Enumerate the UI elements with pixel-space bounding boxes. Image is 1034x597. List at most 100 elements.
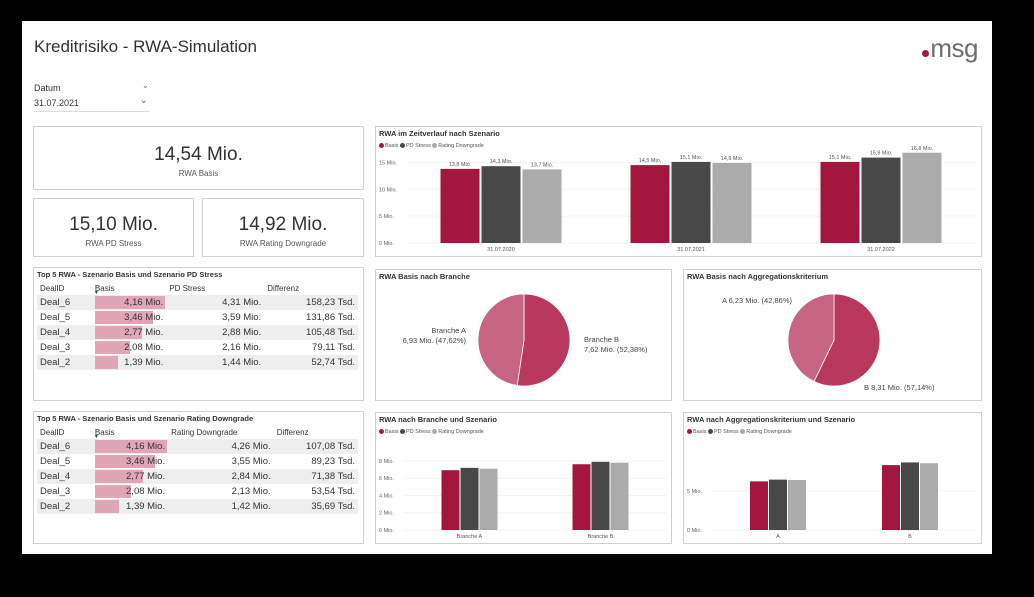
column-header-label: Basis: [94, 427, 115, 437]
cell-differenz: 53,54 Tsd.: [311, 486, 355, 497]
y-tick-label: 5 Mio.: [379, 214, 394, 220]
pie-slice-branche-a: [477, 293, 525, 386]
kpi-card-basis[interactable]: 14,54 Mio. RWA Basis: [33, 126, 364, 190]
table-row[interactable]: Deal_6 4,16 Mio. 4,31 Mio. 158,23 Tsd.: [37, 295, 358, 310]
chart-rwa-branche-szenario[interactable]: RWA nach Branche und Szenario Basis PD S…: [375, 412, 672, 544]
date-slicer-label: Datum: [34, 83, 61, 93]
chart-rwa-zeitverlauf[interactable]: RWA im Zeitverlauf nach Szenario Basis P…: [375, 126, 982, 257]
data-label: 13,8 Mio.: [449, 162, 472, 168]
table-row[interactable]: Deal_4 2,77 Mio. 2,84 Mio. 71,38 Tsd.: [37, 469, 358, 484]
cell-differenz: 89,23 Tsd.: [311, 456, 355, 467]
cell-scenario: 2,16 Mio.: [222, 342, 262, 353]
cell-basis: 3,46 Mio.: [92, 310, 166, 325]
legend-label[interactable]: Rating Downgrade: [438, 429, 484, 435]
data-bar: [94, 341, 130, 354]
cell-basis-value: 2,08 Mio.: [124, 342, 164, 353]
bar-pd-stress: [861, 157, 901, 243]
table-row[interactable]: Deal_5 3,46 Mio. 3,55 Mio. 89,23 Tsd.: [37, 454, 358, 469]
cell-basis: 2,08 Mio.: [92, 484, 168, 499]
cell-dealid: Deal_4: [37, 325, 92, 340]
slice-value-label: B 8,31 Mio. (57,14%): [864, 383, 935, 392]
legend-swatch: [707, 429, 713, 435]
table-row[interactable]: Deal_2 1,39 Mio. 1,44 Mio. 52,74 Tsd.: [37, 355, 358, 370]
column-header-rating-downgrade[interactable]: Rating Downgrade: [171, 427, 238, 437]
legend-swatch: [399, 143, 405, 149]
table-row[interactable]: Deal_2 1,39 Mio. 1,42 Mio. 35,69 Tsd.: [37, 499, 358, 514]
table-row[interactable]: Deal_3 2,08 Mio. 2,16 Mio. 79,11 Tsd.: [37, 340, 358, 355]
legend-swatch: [687, 429, 692, 435]
slicer-collapse-icon[interactable]: ⌄: [142, 81, 149, 90]
bar-pd-stress: [769, 479, 787, 530]
slice-name-label: Branche B: [584, 335, 619, 344]
table-row[interactable]: Deal_6 4,16 Mio. 4,26 Mio. 107,08 Tsd.: [37, 439, 358, 454]
bar-basis: [630, 165, 670, 243]
table-row[interactable]: Deal_3 2,08 Mio. 2,13 Mio. 53,54 Tsd.: [37, 484, 358, 499]
legend-label[interactable]: PD Stress: [405, 143, 433, 149]
cell-basis-value: 2,77 Mio.: [126, 471, 166, 482]
data-bar: [94, 440, 167, 453]
legend-label[interactable]: Basis: [693, 429, 708, 435]
chart-legend: Basis PD Stress Rating Downgrade: [379, 429, 484, 435]
legend-swatch: [379, 429, 384, 435]
cell-scenario: 1,44 Mio.: [166, 355, 265, 370]
legend-label[interactable]: PD Stress: [405, 429, 433, 435]
kpi-label: RWA Rating Downgrade: [239, 239, 327, 248]
legend-label[interactable]: Basis: [385, 143, 400, 149]
data-bar: [94, 311, 153, 324]
kpi-card-rating-downgrade[interactable]: 14,92 Mio. RWA Rating Downgrade: [202, 198, 364, 257]
bar-rating-downgrade: [920, 463, 938, 530]
x-tick-label: 31.07.2021: [677, 247, 705, 253]
chart-rwa-aggregation-pie[interactable]: RWA Basis nach Aggregationskriterium A 6…: [683, 269, 982, 401]
cell-scenario: 4,31 Mio.: [166, 295, 265, 310]
table-visual-rating-downgrade[interactable]: Top 5 RWA - Szenario Basis und Szenario …: [33, 411, 364, 544]
logo-text: msg: [930, 33, 978, 63]
column-header-differenz[interactable]: Differenz: [267, 283, 300, 293]
cell-basis: 2,08 Mio.: [92, 340, 166, 355]
column-header-pd-stress[interactable]: PD Stress: [169, 283, 206, 293]
kpi-label: RWA PD Stress: [85, 239, 142, 248]
legend-label[interactable]: Basis: [385, 429, 400, 435]
legend-label[interactable]: PD Stress: [713, 429, 741, 435]
kpi-label: RWA Basis: [178, 169, 219, 178]
data-bar: [94, 326, 142, 339]
visual-title: RWA Basis nach Aggregationskriterium: [687, 272, 829, 281]
date-slicer-dropdown[interactable]: 31.07.2021 ⌄: [34, 95, 150, 112]
cell-basis: 1,39 Mio.: [91, 355, 167, 370]
y-tick-label: 15 Mio.: [379, 160, 398, 166]
bar-rating-downgrade: [479, 468, 498, 530]
data-bar: [94, 470, 143, 483]
bar-rating-downgrade: [610, 462, 629, 530]
column-header-dealid[interactable]: DealID: [40, 427, 65, 437]
column-header-basis[interactable]: Basis ▼: [92, 281, 166, 297]
table-row[interactable]: Deal_4 2,77 Mio. 2,88 Mio. 105,48 Tsd.: [37, 325, 358, 340]
y-tick-label: 2 Mio.: [379, 511, 394, 517]
data-bar: [94, 296, 165, 309]
top5-table-pd: DealID Basis ▼ PD Stress Differenz Deal_6…: [37, 281, 358, 370]
cell-differenz: 35,69 Tsd.: [273, 499, 358, 514]
cell-differenz: 71,38 Tsd.: [273, 469, 358, 484]
column-header-differenz[interactable]: Differenz: [276, 427, 309, 437]
legend-label[interactable]: Rating Downgrade: [438, 143, 484, 149]
cell-scenario: 2,88 Mio.: [166, 325, 265, 340]
y-tick-label: 10 Mio.: [379, 187, 398, 193]
x-tick-label: Branche A: [457, 534, 483, 540]
column-header-dealid[interactable]: DealID: [40, 283, 65, 293]
cell-scenario: 2,84 Mio.: [168, 469, 274, 484]
bar-basis: [440, 168, 480, 243]
legend-swatch: [379, 143, 384, 149]
kpi-value: 15,10 Mio.: [69, 214, 158, 235]
chart-rwa-aggregation-szenario[interactable]: RWA nach Aggregationskriterium und Szena…: [683, 412, 982, 544]
kpi-card-pd-stress[interactable]: 15,10 Mio. RWA PD Stress: [33, 198, 194, 257]
cell-basis-value: 3,46 Mio.: [126, 456, 166, 467]
x-tick-label: Branche B: [588, 534, 614, 540]
column-header-basis[interactable]: Basis ▼: [92, 425, 168, 441]
cell-basis-value: 2,77 Mio.: [124, 327, 164, 338]
slice-value-label: 6,93 Mio. (47,62%): [403, 336, 467, 345]
pie-slice-a: [787, 293, 835, 382]
table-visual-pd-stress[interactable]: Top 5 RWA - Szenario Basis und Szenario …: [33, 267, 364, 401]
table-row[interactable]: Deal_5 3,46 Mio. 3,59 Mio. 131,86 Tsd.: [37, 310, 358, 325]
chart-rwa-branche-pie[interactable]: RWA Basis nach Branche Branche A 6,93 Mio…: [375, 269, 672, 401]
legend-label[interactable]: Rating Downgrade: [746, 429, 792, 435]
cell-scenario: 3,55 Mio.: [231, 456, 271, 467]
visual-title: Top 5 RWA - Szenario Basis und Szenario …: [37, 270, 223, 279]
